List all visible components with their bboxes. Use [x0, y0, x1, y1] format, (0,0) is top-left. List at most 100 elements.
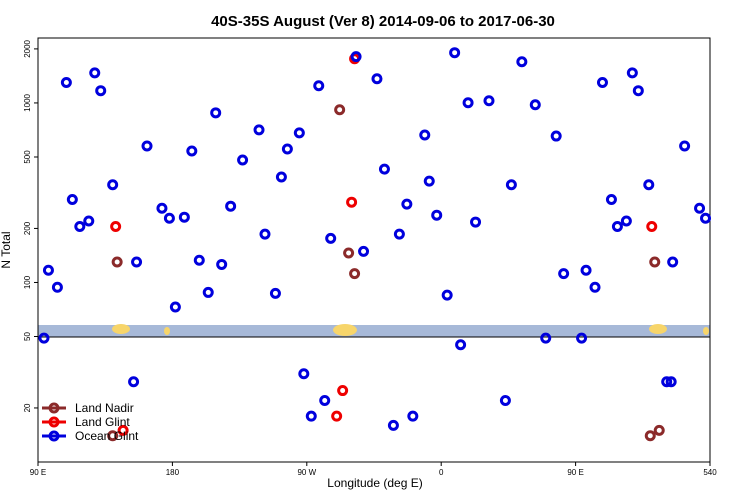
point — [620, 215, 632, 227]
legend-label: Land Glint — [75, 415, 130, 429]
point — [679, 140, 691, 152]
point — [259, 228, 271, 240]
point — [178, 211, 190, 223]
point — [550, 130, 562, 142]
point — [210, 107, 222, 119]
chart-title: 40S-35S August (Ver 8) 2014-09-06 to 201… — [211, 13, 555, 30]
point — [275, 171, 287, 183]
map-strip — [38, 324, 710, 338]
point — [141, 140, 153, 152]
point — [169, 301, 181, 313]
point — [346, 196, 358, 208]
point — [131, 256, 143, 268]
x-tick-label: 90 E — [567, 468, 583, 477]
plot-frame — [37, 37, 711, 463]
y-tick-label: 500 — [23, 150, 32, 164]
point — [431, 209, 443, 221]
y-tick-label: 1000 — [23, 93, 32, 111]
point — [337, 385, 349, 397]
point — [117, 424, 129, 436]
point — [407, 410, 419, 422]
point — [216, 258, 228, 270]
point — [358, 245, 370, 257]
y-tick-label: 50 — [23, 332, 32, 341]
point — [38, 332, 50, 344]
point — [596, 76, 608, 88]
point — [423, 175, 435, 187]
point — [455, 339, 467, 351]
point — [66, 193, 78, 205]
point — [128, 376, 140, 388]
point — [462, 97, 474, 109]
point — [626, 67, 638, 79]
point — [95, 85, 107, 97]
point — [298, 368, 310, 380]
point — [516, 56, 528, 68]
point — [649, 256, 661, 268]
point — [305, 410, 317, 422]
point — [605, 193, 617, 205]
point — [343, 247, 355, 259]
point — [558, 268, 570, 280]
point — [667, 256, 679, 268]
legend-label: Ocean Glint — [75, 429, 139, 443]
point — [107, 430, 119, 442]
point — [42, 264, 54, 276]
point — [665, 376, 677, 388]
point — [156, 202, 168, 214]
point — [325, 232, 337, 244]
point — [83, 215, 95, 227]
point — [611, 221, 623, 233]
point — [661, 376, 673, 388]
point — [483, 95, 495, 107]
point — [643, 179, 655, 191]
point — [349, 268, 361, 280]
point — [110, 221, 122, 233]
point — [202, 286, 214, 298]
point — [313, 80, 325, 92]
point — [51, 281, 63, 293]
x-tick-label: 90 W — [297, 468, 316, 477]
y-tick-label: 200 — [23, 221, 32, 235]
point — [193, 254, 205, 266]
point — [441, 289, 453, 301]
point — [580, 264, 592, 276]
x-tick-label: 180 — [166, 468, 180, 477]
point — [225, 200, 237, 212]
point — [378, 163, 390, 175]
point — [319, 395, 331, 407]
legend-marker — [48, 430, 60, 442]
point — [646, 221, 658, 233]
y-tick-label: 20 — [23, 403, 32, 412]
point — [253, 124, 265, 136]
point — [470, 216, 482, 228]
point — [540, 332, 552, 344]
point — [694, 202, 706, 214]
legend-marker — [48, 402, 60, 414]
point — [387, 419, 399, 431]
point — [334, 104, 346, 116]
point — [644, 430, 656, 442]
y-tick-label: 2000 — [23, 39, 32, 57]
point — [700, 212, 712, 224]
x-tick-label: 90 E — [30, 468, 46, 477]
point — [237, 154, 249, 166]
point — [89, 67, 101, 79]
point — [632, 85, 644, 97]
point — [60, 76, 72, 88]
point — [499, 395, 511, 407]
point — [163, 212, 175, 224]
point — [576, 332, 588, 344]
point — [107, 179, 119, 191]
legend-label: Land Nadir — [75, 401, 134, 415]
point — [293, 127, 305, 139]
point — [269, 287, 281, 299]
y-tick-label: 100 — [23, 275, 32, 289]
point — [393, 228, 405, 240]
point — [401, 198, 413, 210]
point — [529, 99, 541, 111]
x-axis-label: Longitude (deg E) — [327, 476, 422, 490]
point — [653, 424, 665, 436]
